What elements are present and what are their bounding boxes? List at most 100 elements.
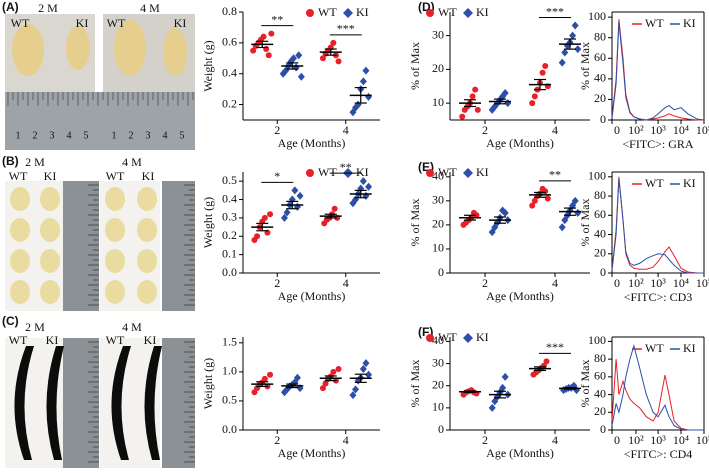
ruler-label: 2	[33, 130, 38, 141]
photo-label: 2 M	[38, 1, 58, 15]
significance-label: **	[271, 12, 283, 26]
data-point	[330, 39, 337, 46]
y-axis-label: % of Max	[408, 360, 422, 408]
data-point	[322, 380, 329, 387]
tissue	[10, 249, 30, 273]
chart: 0.0 0.1 0.2 0.3 0.4 0.5 Weight (g) Age (Months)…	[201, 160, 380, 303]
y-tick-label: 40	[432, 169, 444, 183]
tissue	[10, 187, 30, 211]
x-tick-label: 2	[482, 276, 488, 290]
x-tick-label: 10⁴	[673, 433, 689, 447]
data-point	[352, 385, 360, 394]
y-tick-label: 80	[594, 29, 606, 43]
legend-label: KI	[476, 5, 489, 19]
y-tick-label: 0.3	[222, 210, 237, 224]
x-tick-label: 4	[552, 123, 558, 137]
y-tick-label: 0.5	[222, 393, 237, 407]
photo-label: 4 M	[140, 1, 160, 15]
y-tick-label: 30	[432, 27, 444, 41]
legend-swatch	[463, 168, 473, 178]
data-point	[265, 52, 272, 59]
photo-label: 4 M	[122, 320, 142, 334]
data-point	[529, 202, 536, 209]
histogram-line	[611, 344, 704, 431]
data-point	[542, 63, 549, 69]
ruler	[5, 92, 195, 150]
x-tick-label: 2	[482, 433, 488, 447]
x-axis-label: Age (Months)	[486, 446, 554, 460]
x-tick-label: 10⁵	[696, 123, 709, 137]
y-tick-label: 40	[432, 333, 444, 347]
data-point	[501, 208, 509, 217]
tissue	[105, 280, 125, 304]
histogram-line	[611, 359, 704, 431]
tissue	[114, 20, 146, 76]
x-axis-label: Age (Months)	[278, 136, 346, 150]
tissue	[105, 218, 125, 242]
data-point	[261, 214, 268, 221]
y-tick-label: 1.5	[222, 335, 237, 349]
data-point	[297, 72, 305, 81]
y-tick-label: 40	[594, 226, 606, 240]
ruler-label: 5	[180, 130, 185, 141]
data-point	[290, 54, 298, 63]
data-point	[359, 364, 367, 373]
data-point	[531, 93, 538, 100]
y-tick-label: 0.6	[222, 35, 237, 49]
photo-label: 4 M	[122, 155, 142, 169]
tissue	[137, 218, 157, 242]
data-point	[359, 177, 367, 186]
y-tick-label: 0	[600, 112, 606, 126]
data-point	[293, 202, 301, 211]
data-point	[574, 208, 582, 217]
y-tick-label: 20	[594, 246, 606, 260]
legend-label: WT	[438, 165, 457, 179]
ruler-label: 3	[146, 130, 151, 141]
legend-swatch	[426, 169, 434, 177]
x-axis-label: <FITC>: CD3	[624, 290, 693, 304]
ruler	[63, 338, 99, 468]
photo-label: 2 M	[25, 320, 45, 334]
x-tick-label: 10³	[650, 123, 666, 137]
legend-label: KI	[683, 176, 696, 190]
data-point	[529, 100, 536, 107]
ruler-label: 4	[67, 130, 72, 141]
data-point	[365, 182, 373, 191]
legend-label: KI	[476, 330, 489, 344]
x-axis-label: <FITC>: GRA	[622, 137, 694, 151]
y-axis-label: Weight (g)	[201, 197, 215, 248]
y-tick-label: 60	[594, 50, 606, 64]
data-point	[283, 208, 291, 217]
data-point	[319, 55, 326, 62]
y-tick-label: 100	[588, 333, 606, 347]
data-point	[571, 21, 579, 30]
data-point	[335, 365, 342, 372]
tissue	[111, 346, 131, 460]
y-tick-label: 60	[594, 207, 606, 221]
data-point	[542, 188, 549, 195]
y-tick-label: 0.0	[222, 422, 237, 436]
data-point	[365, 370, 373, 379]
data-point	[359, 77, 367, 86]
data-point	[335, 58, 342, 65]
ruler	[162, 338, 195, 468]
data-point	[280, 213, 288, 222]
data-point	[292, 63, 300, 72]
x-tick-label: 0	[614, 433, 620, 447]
x-tick-label: 4	[343, 123, 349, 137]
y-tick-label: 20	[594, 404, 606, 418]
legend-swatch	[463, 333, 473, 343]
chart: 0 20 40 60 80 100 % of Max <FITC>: CD3 WT KI 0 10² 1…	[578, 169, 709, 304]
data-point	[504, 99, 512, 108]
tissue	[137, 249, 157, 273]
y-tick-label: 0.1	[222, 246, 237, 260]
legend-swatch	[306, 169, 314, 177]
photo-label: KI	[144, 333, 157, 347]
data-point	[250, 47, 257, 54]
data-point	[474, 106, 481, 113]
data-point	[571, 196, 579, 205]
x-tick-label: 10²	[628, 123, 644, 137]
